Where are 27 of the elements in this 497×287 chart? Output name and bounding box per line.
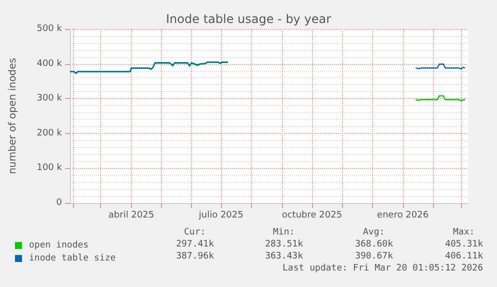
x-tick-label: enero 2026: [377, 210, 429, 220]
x-tick-label: abril 2025: [108, 210, 154, 220]
y-tick-label: 500 k: [36, 24, 63, 34]
y-tick-label: 100 k: [36, 163, 63, 174]
y-tick-label: 400 k: [36, 58, 63, 69]
y-tick-label: 200 k: [36, 128, 63, 138]
text: 406.11k: [445, 252, 484, 262]
text: 368.60k: [355, 240, 394, 250]
y-tick-label: 0: [56, 198, 62, 208]
text: 363.43k: [265, 252, 304, 262]
text: Max:: [453, 228, 475, 238]
text: Avg:: [363, 228, 385, 238]
text: 283.51k: [265, 240, 304, 250]
x-tick-label: julio 2025: [198, 210, 244, 220]
x-tick-label: octubre 2025: [282, 210, 342, 220]
legend-label: inode table size: [29, 254, 116, 264]
text: 390.67k: [355, 252, 394, 262]
text: 297.41k: [176, 240, 215, 250]
text: 405.31k: [445, 240, 484, 250]
text: Last update: Fri Mar 20 01:05:12 2026: [282, 264, 483, 274]
y-tick-label: 300 k: [36, 94, 63, 104]
text: Min:: [273, 228, 295, 238]
legend-label: open inodes: [29, 240, 89, 250]
chart-title: Inode table usage - by year: [166, 12, 332, 26]
text: Cur:: [184, 228, 206, 238]
text: 387.96k: [176, 252, 215, 262]
y-axis-title: number of open inodes: [8, 58, 18, 174]
